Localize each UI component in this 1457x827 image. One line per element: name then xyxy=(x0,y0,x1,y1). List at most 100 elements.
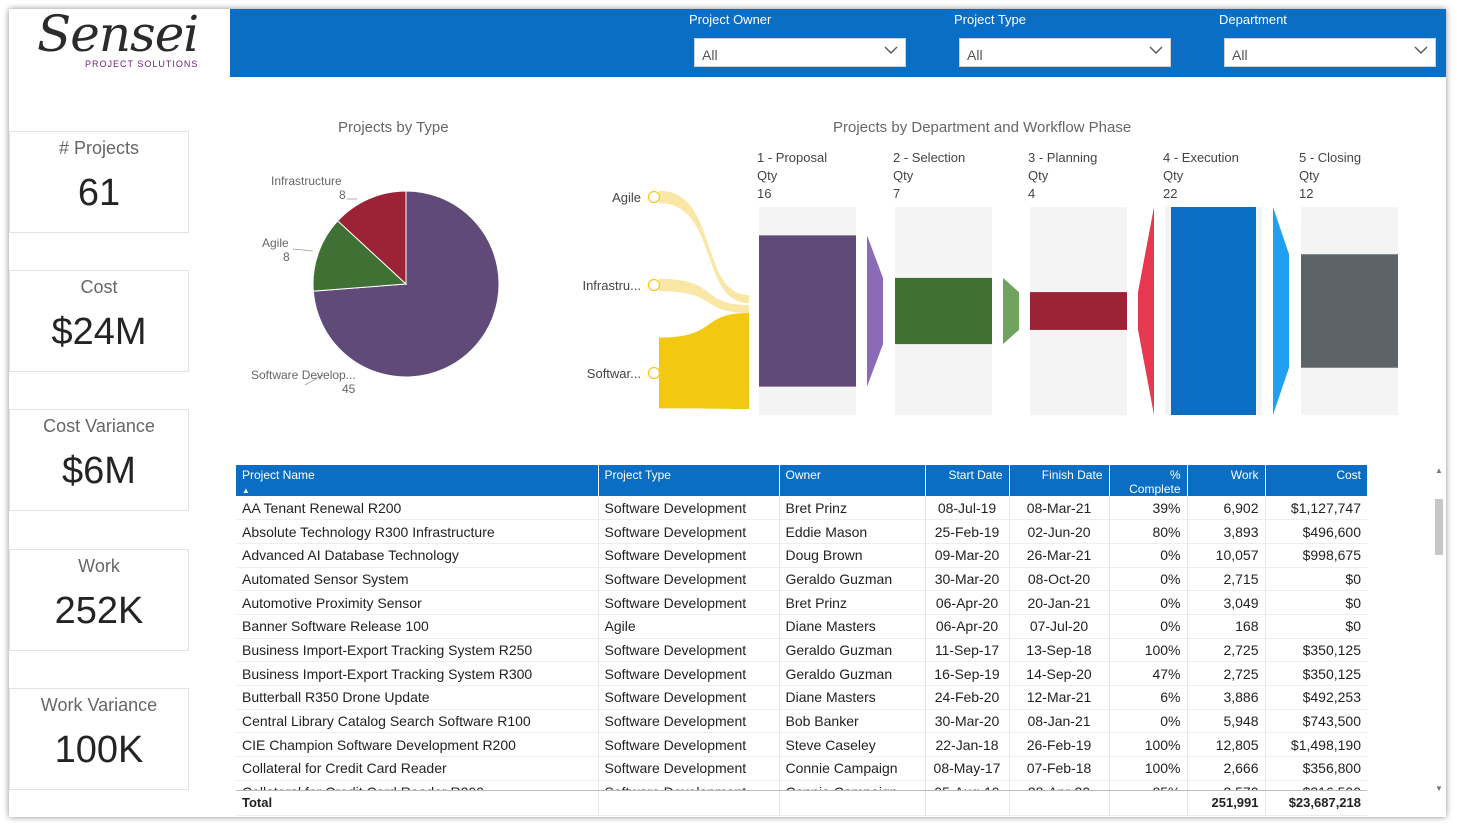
project-owner-dropdown[interactable]: All xyxy=(694,38,906,67)
stage-name-label: 2 - Selection xyxy=(893,150,965,165)
table-row[interactable]: Business Import-Export Tracking System R… xyxy=(236,661,1367,686)
totals-cost: $23,687,218 xyxy=(1264,791,1367,816)
table-cell: Software Development xyxy=(597,638,779,663)
table-cell: 16-Sep-19 xyxy=(924,661,1009,686)
table-cell: 168 xyxy=(1186,614,1265,639)
stage-bar[interactable] xyxy=(1171,207,1256,415)
pie-chart[interactable]: Software Develop...45Agile8Infrastructur… xyxy=(209,129,769,529)
source-flow[interactable] xyxy=(659,190,749,303)
project-type-dropdown[interactable]: All xyxy=(959,38,1171,67)
table-cell: 14-Sep-20 xyxy=(1008,661,1109,686)
table-cell: 13-Sep-18 xyxy=(1008,638,1109,663)
table-cell: Absolute Technology R300 Infrastructure xyxy=(236,519,598,544)
table-row[interactable]: Butterball R350 Drone Update Software Dev… xyxy=(236,685,1367,710)
kpi-card-work[interactable]: Work 252K xyxy=(9,549,189,651)
column-header-owner[interactable]: Owner xyxy=(778,465,925,496)
column-header-work[interactable]: Work xyxy=(1186,465,1265,496)
kpi-card-cost-variance[interactable]: Cost Variance $6M xyxy=(9,409,189,511)
stage-bar[interactable] xyxy=(1301,254,1398,368)
table-row[interactable]: Absolute Technology R300 Infrastructure S… xyxy=(236,519,1367,544)
stage-name-label: 4 - Execution xyxy=(1163,150,1239,165)
table-cell: 08-May-17 xyxy=(924,756,1009,781)
table-cell: $356,800 xyxy=(1264,756,1367,781)
chevron-down-icon xyxy=(884,46,898,54)
stage-connector xyxy=(1273,207,1289,415)
table-scrollbar[interactable]: ▲ ▼ xyxy=(1433,465,1445,795)
chevron-down-icon xyxy=(1414,46,1428,54)
table-cell: 20-Jan-21 xyxy=(1008,590,1109,615)
table-cell: Business Import-Export Tracking System R… xyxy=(236,638,598,663)
pie-slice-label: Software Develop... xyxy=(251,368,356,382)
table-cell: 100% xyxy=(1108,638,1187,663)
table-cell: Butterball R350 Drone Update xyxy=(236,685,598,710)
scroll-down-icon[interactable]: ▼ xyxy=(1435,784,1443,793)
table-cell: 30-Mar-20 xyxy=(924,567,1009,592)
table-cell: 3,893 xyxy=(1186,519,1265,544)
slicer-label: Department xyxy=(1219,12,1287,27)
slicer-label: Project Owner xyxy=(689,12,772,27)
table-cell: AA Tenant Renewal R200 xyxy=(236,496,598,521)
stage-qty-label: 12 xyxy=(1299,186,1313,201)
kpi-card-cost[interactable]: Cost $24M xyxy=(9,270,189,372)
source-node[interactable] xyxy=(647,190,661,204)
table-cell: 12-Mar-21 xyxy=(1008,685,1109,710)
column-header-project-name[interactable]: Project Name ▲ xyxy=(236,465,598,496)
flow-chart[interactable]: 1 - Proposal Qty 16 2 - Selection Qty 7 3 - Pl… xyxy=(559,129,1419,429)
table-row[interactable]: Advanced AI Database Technology Software … xyxy=(236,543,1367,568)
kpi-card-work-variance[interactable]: Work Variance 100K xyxy=(9,688,189,790)
pie-leader-line xyxy=(292,248,314,252)
column-header-cost[interactable]: Cost xyxy=(1264,465,1367,496)
source-flow[interactable] xyxy=(659,278,749,313)
kpi-card-projects[interactable]: # Projects 61 xyxy=(9,131,189,233)
stage-measure-label: Qty xyxy=(1299,168,1320,183)
table-cell: 2,666 xyxy=(1186,756,1265,781)
table-row[interactable]: CIE Champion Software Development R200 So… xyxy=(236,732,1367,758)
stage-connector xyxy=(1003,277,1019,345)
table-cell: Steve Caseley xyxy=(778,732,925,758)
table-cell: 3,049 xyxy=(1186,590,1265,615)
table-row[interactable]: Automated Sensor System Software Developm… xyxy=(236,567,1367,592)
table-cell: 0% xyxy=(1108,709,1187,734)
table-cell: Geraldo Guzman xyxy=(778,567,925,592)
table-cell: $350,125 xyxy=(1264,638,1367,663)
sensei-logo: Sensei PROJECT SOLUTIONS xyxy=(33,9,213,77)
table-cell: 07-Feb-18 xyxy=(1008,756,1109,781)
column-header-percent-complete[interactable]: % Complete xyxy=(1108,465,1187,496)
source-node[interactable] xyxy=(647,278,661,292)
table-row[interactable]: AA Tenant Renewal R200 Software Developme… xyxy=(236,496,1367,521)
table-row[interactable]: Automotive Proximity Sensor Software Deve… xyxy=(236,590,1367,615)
pie-slice[interactable] xyxy=(337,190,407,286)
pie-slice[interactable] xyxy=(312,220,408,292)
table-cell: Software Development xyxy=(597,709,779,734)
scrollbar-thumb[interactable] xyxy=(1435,499,1443,555)
pie-slice-value: 8 xyxy=(283,250,290,264)
table-cell: 12,805 xyxy=(1186,732,1265,758)
stage-bar[interactable] xyxy=(759,235,856,387)
column-header-start-date[interactable]: Start Date xyxy=(924,465,1009,496)
stage-qty-label: 7 xyxy=(893,186,900,201)
table-cell: Bob Banker xyxy=(778,709,925,734)
scroll-up-icon[interactable]: ▲ xyxy=(1435,466,1443,475)
table-row[interactable]: Business Import-Export Tracking System R… xyxy=(236,638,1367,663)
table-cell: Diane Masters xyxy=(778,614,925,639)
column-header-project-type[interactable]: Project Type xyxy=(597,465,779,496)
stage-bar[interactable] xyxy=(1030,292,1127,330)
kpi-value: $6M xyxy=(62,450,136,492)
department-dropdown[interactable]: All xyxy=(1224,38,1436,67)
table-row[interactable]: Banner Software Release 100 Agile Diane Ma… xyxy=(236,614,1367,639)
source-node[interactable] xyxy=(647,366,661,380)
table-cell: Banner Software Release 100 xyxy=(236,614,598,639)
table-cell: CIE Champion Software Development R200 xyxy=(236,732,598,758)
column-header-finish-date[interactable]: Finish Date xyxy=(1008,465,1109,496)
totals-label: Total xyxy=(236,791,598,816)
table-cell: 09-Mar-20 xyxy=(924,543,1009,568)
table-cell: 25-Feb-19 xyxy=(924,519,1009,544)
source-flow[interactable] xyxy=(659,313,749,409)
stage-bar[interactable] xyxy=(895,277,992,345)
table-row[interactable]: Central Library Catalog Search Software … xyxy=(236,709,1367,734)
table-cell: 80% xyxy=(1108,519,1187,544)
table-row[interactable]: Collateral for Credit Card Reader Softwar… xyxy=(236,756,1367,781)
table-cell: 10,057 xyxy=(1186,543,1265,568)
table-cell: Software Development xyxy=(597,590,779,615)
table-cell: 26-Feb-19 xyxy=(1008,732,1109,758)
